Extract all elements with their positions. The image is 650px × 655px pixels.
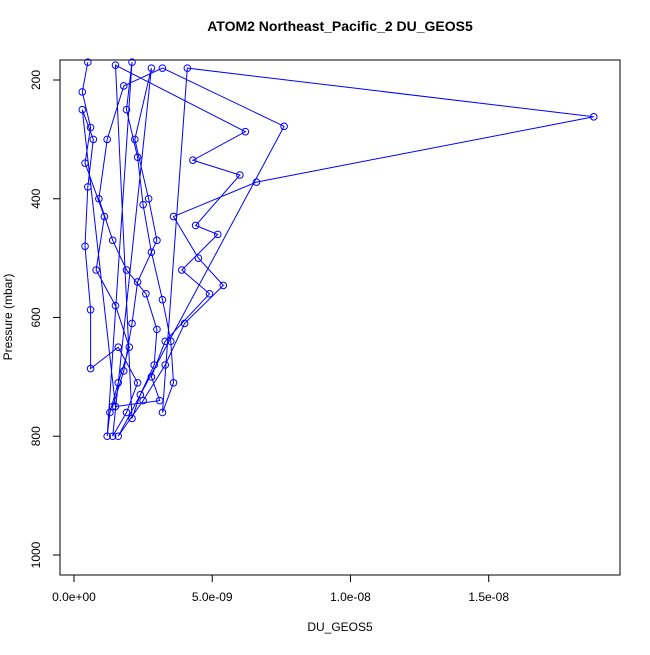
data-point [81,242,89,251]
data-point [125,343,134,351]
data-point [108,402,117,411]
data-point [178,266,186,274]
x-tick-label: 1.0e-08 [330,590,371,604]
data-point [128,414,136,423]
data-point [213,230,222,239]
data-point [139,200,147,209]
data-point [158,408,167,417]
data-point [191,221,200,230]
data-point [241,127,250,136]
data-point [114,343,123,351]
data-point [147,248,156,256]
data-point [155,396,164,405]
data-point [144,194,153,203]
data-point [86,123,95,132]
data-point [158,64,167,72]
data-point [131,135,139,144]
data-point [252,178,261,186]
data-point [81,159,89,167]
data-point [280,122,288,131]
y-tick-label: 600 [29,307,43,327]
data-point [103,432,111,441]
y-tick-label: 1000 [29,541,43,568]
data-point [158,295,167,304]
data-point [108,236,117,245]
chart-title: ATOM2 Northeast_Pacific_2 DU_GEOS5 [207,18,473,34]
data-point [119,82,128,90]
x-tick-label: 0.0e+00 [52,590,96,604]
data-point [108,432,117,441]
data-point [122,105,131,114]
data-point [133,379,142,387]
data-point [147,64,156,72]
x-tick-label: 1.5e-08 [468,590,509,604]
data-point [100,212,109,221]
data-point [142,289,150,298]
data-point [111,402,120,411]
data-point [139,396,147,405]
data-point [133,278,142,286]
data-point [95,194,103,203]
y-tick-label: 400 [29,188,43,208]
data-point [161,361,170,369]
data-point [114,379,123,387]
data-point [78,88,87,96]
data-point [205,289,214,298]
data-point [92,266,100,274]
data-point [153,325,161,334]
data-point [84,183,92,191]
data-point [147,373,156,381]
data-point [89,135,98,144]
y-tick-label: 800 [29,426,43,446]
data-point [136,390,145,399]
data-point [78,105,87,114]
data-point [169,379,178,387]
data-point [111,61,120,69]
data-point [114,432,123,441]
data-point [86,305,95,314]
x-tick-label: 5.0e-09 [192,590,233,604]
data-point [169,212,178,221]
data-point [86,364,95,373]
y-tick-label: 200 [29,70,43,90]
data-point [589,113,598,121]
data-point [122,408,131,417]
data-point [128,58,136,66]
data-point [236,171,244,179]
data-point [180,319,189,328]
data-point [106,408,114,417]
data-point [189,156,197,164]
data-point [84,58,92,66]
data-point [122,266,131,274]
data-line [81,62,594,437]
data-point [183,64,192,72]
data-point [161,337,170,346]
data-point [119,367,128,375]
y-axis-label: Pressure (mbar) [1,274,15,361]
data-point [111,301,120,310]
data-point [128,319,136,328]
data-point [166,337,175,346]
data-point [133,153,142,161]
data-point [153,236,161,245]
x-axis-label: DU_GEOS5 [307,620,373,634]
data-point [194,254,203,262]
data-point [219,281,228,290]
data-point [150,361,158,369]
data-point [103,135,111,144]
